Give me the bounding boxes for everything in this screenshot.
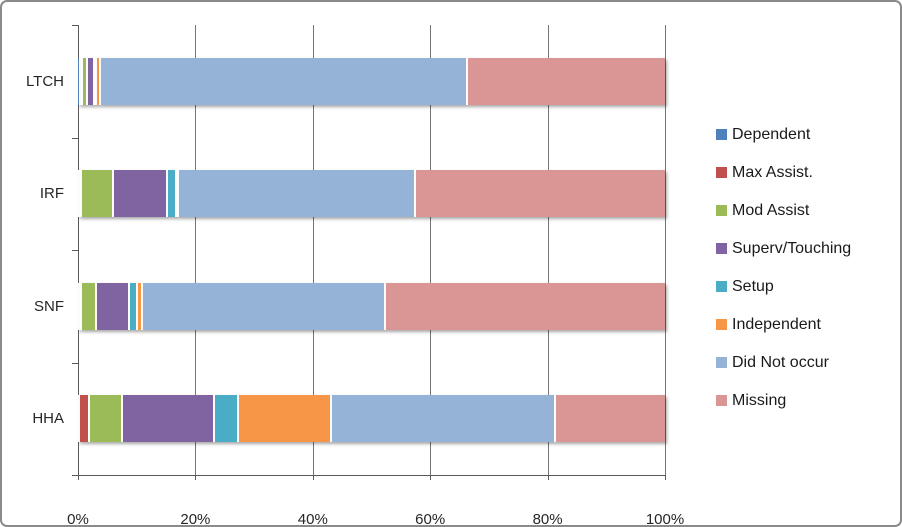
y-axis-tick [72,137,78,139]
plot-area: 0% 20% 40% 60% 80% 100% LTCH IRF SNF HHA [26,25,684,525]
x-axis-tick-label: 60% [415,511,446,527]
y-axis-tick [72,25,78,26]
x-axis-tick [312,475,314,480]
bar-segment-independent [239,395,333,442]
category-label: SNF [34,297,64,315]
legend-swatch-icon [716,242,727,254]
bar-segment-mod-assist [89,395,123,442]
legend-item-setup: Setup [716,278,851,316]
gridline [430,25,432,475]
legend-item-mod-assist: Mod Assist [716,202,851,240]
y-axis-tick [72,362,78,364]
x-axis-tick-label: 80% [532,511,563,527]
bar-segment-setup [130,283,138,330]
bar-segment-did-not-occur [100,58,469,105]
x-axis-tick-label: 100% [645,511,685,527]
bar-segment-superv-touching [122,395,216,442]
legend-label: Setup [732,278,774,295]
legend-swatch-icon [716,204,727,216]
bar-segment-missing [556,395,665,442]
x-axis-tick-label: 20% [180,511,211,527]
gridline [547,25,549,475]
bar-segment-missing [415,170,665,217]
legend-label: Did Not occur [732,354,829,371]
legend-label: Superv/Touching [732,240,852,257]
bar-segment-missing [385,283,665,330]
bar-segment-did-not-occur [143,283,386,330]
x-axis-tick-label: 0% [67,511,89,527]
bar-segment-setup [168,170,178,217]
legend: Dependent Max Assist. Mod Assist Superv/Tou… [716,126,851,430]
bar-ltch [78,58,665,105]
gridline [195,25,197,475]
category-label: HHA [32,409,64,427]
gridline [312,25,314,475]
bar-segment-max-assist- [80,58,83,105]
bar-segment-mod-assist [82,170,114,217]
x-axis-tick [195,475,197,480]
legend-item-did-not-occur: Did Not occur [716,354,851,392]
bar-segment-max-assist- [80,170,83,217]
bar-segment-did-not-occur [332,395,557,442]
y-axis-line [78,25,79,475]
x-axis-line [78,475,665,476]
bar-segment-mod-assist [82,283,98,330]
bar-segment-dependent [78,58,81,105]
legend-item-superv-touching: Superv/Touching [716,240,851,278]
legend-item-max-assist-: Max Assist. [716,164,851,202]
y-axis-tick [72,475,78,476]
legend-label: Missing [732,392,787,409]
bar-segment-independent [137,283,144,330]
bar-snf [78,283,665,330]
x-axis-tick [430,475,432,480]
legend-item-dependent: Dependent [716,126,851,164]
x-axis-tick-label: 40% [297,511,328,527]
gridline [665,25,666,475]
bar-segment-missing [468,58,665,105]
legend-swatch-icon [716,280,727,292]
bar-segment-independent [96,58,101,105]
legend-label: Dependent [732,126,811,143]
y-axis-tick [72,250,78,251]
bar-segment-independent [177,170,180,217]
bar-segment-setup [215,395,240,442]
legend-label: Mod Assist [732,202,810,219]
bar-segment-dependent [78,283,81,330]
legend-swatch-icon [716,166,727,178]
x-axis-tick [665,475,666,480]
category-label: IRF [39,184,64,202]
legend-swatch-icon [716,356,727,368]
legend-swatch-icon [716,128,727,140]
bar-segment-setup [95,58,98,105]
bar-segment-superv-touching [97,283,131,330]
bar-segment-mod-assist [82,58,88,105]
bar-irf [78,170,665,217]
legend-item-independent: Independent [716,316,851,354]
x-axis-tick [547,475,549,480]
legend-swatch-icon [716,394,727,406]
bar-hha [78,395,665,442]
bar-segment-did-not-occur [178,170,416,217]
bar-segment-max-assist- [80,395,90,442]
bar-segment-dependent [78,395,81,442]
legend-item-missing: Missing [716,392,851,430]
category-label: LTCH [25,72,64,90]
bar-segment-superv-touching [113,170,169,217]
bar-segment-max-assist- [80,283,83,330]
legend-label: Independent [732,316,821,333]
bar-segment-dependent [78,170,81,217]
bar-segment-superv-touching [87,58,95,105]
legend-label: Max Assist. [732,164,813,181]
x-axis-tick [78,475,79,480]
legend-swatch-icon [716,318,727,330]
